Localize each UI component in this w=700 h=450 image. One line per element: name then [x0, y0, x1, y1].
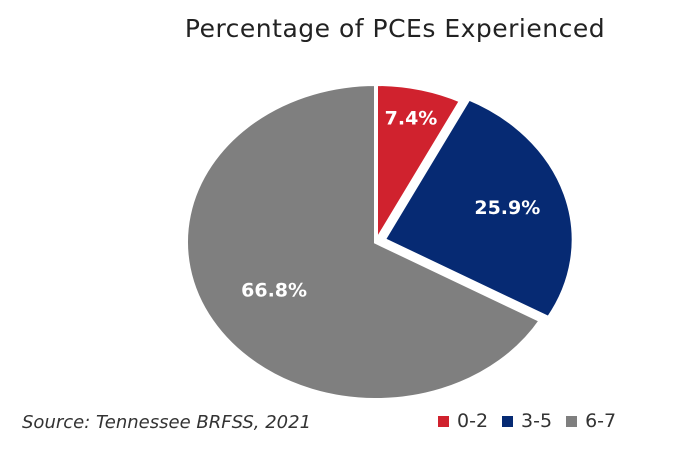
legend-label-0-2: 0-2 — [457, 410, 489, 432]
legend-item-0-2: 0-2 — [438, 410, 488, 432]
legend: 0-2 3-5 6-7 — [438, 410, 616, 432]
slice-label-3-5: 25.9% — [474, 197, 540, 219]
chart-title: Percentage of PCEs Experienced — [184, 14, 606, 43]
legend-swatch-0-2 — [438, 415, 449, 427]
pie-slice-6-7 — [184, 81, 544, 402]
slice-label-6-7: 66.8% — [241, 280, 307, 302]
slice-label-0-2: 7.4% — [385, 107, 438, 129]
pie-slice-3-5 — [380, 95, 576, 321]
source-note: Source: Tennessee BRFSS, 2021 — [22, 412, 312, 433]
legend-item-6-7: 6-7 — [566, 410, 616, 432]
legend-label-3-5: 3-5 — [521, 410, 553, 432]
legend-swatch-3-5 — [502, 415, 514, 427]
legend-label-6-7: 6-7 — [585, 410, 617, 432]
legend-swatch-6-7 — [566, 415, 578, 427]
legend-item-3-5: 3-5 — [502, 410, 552, 432]
